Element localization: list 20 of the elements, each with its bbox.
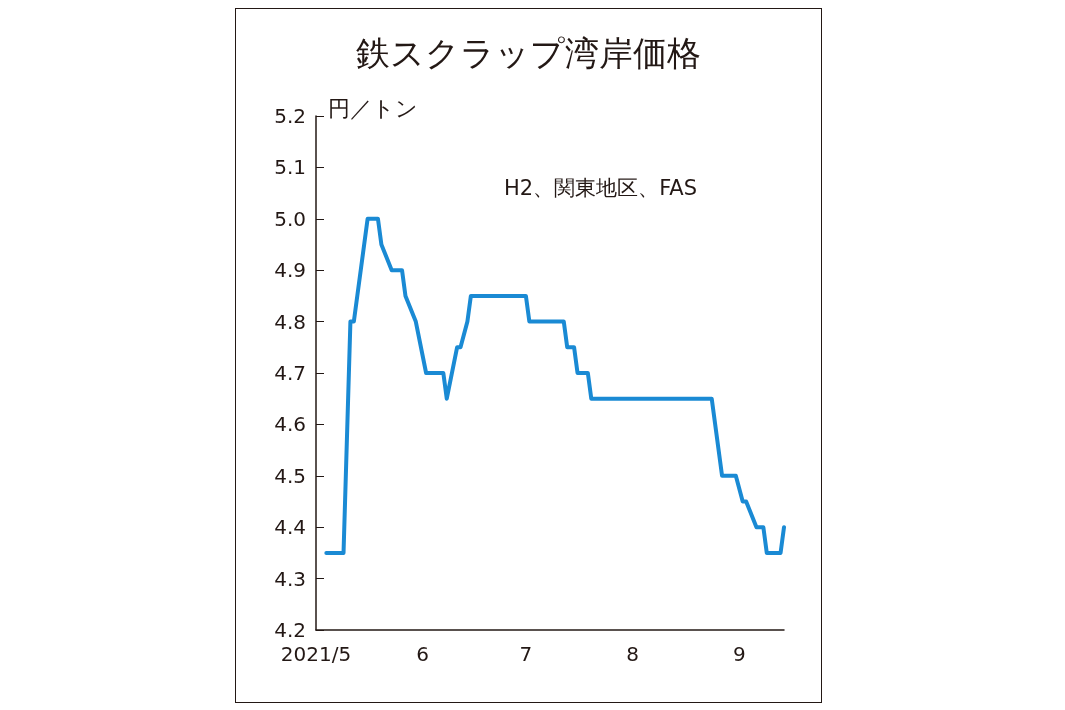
y-tick-label: 4.2 <box>274 618 306 642</box>
line-series <box>324 216 786 555</box>
y-axis-title: 円／トン <box>328 95 418 121</box>
x-tick-label: 7 <box>519 642 533 666</box>
x-tick-label: 9 <box>732 642 746 666</box>
y-tick-label: 5.1 <box>274 155 306 180</box>
annotation: H2、関東地区、FAS <box>504 175 697 200</box>
y-tick-label: 4.8 <box>274 309 306 334</box>
y-tick-label: 4.4 <box>274 515 306 540</box>
y-tick-label: 4.5 <box>274 463 306 488</box>
x-tick-label: 2021/5 <box>280 642 352 666</box>
y-tick-label: 4.3 <box>274 566 306 591</box>
chart-title: 鉄スクラップ湾岸価格 <box>356 33 701 73</box>
y-tick-label: 5.2 <box>274 104 306 128</box>
x-tick-label: 6 <box>416 642 430 666</box>
y-tick-label: 4.6 <box>274 412 306 437</box>
y-tick-label: 5.0 <box>274 206 306 231</box>
x-tick-label: 8 <box>626 642 639 666</box>
y-tick-label: 4.9 <box>274 258 306 283</box>
y-tick-label: 4.7 <box>274 361 306 385</box>
